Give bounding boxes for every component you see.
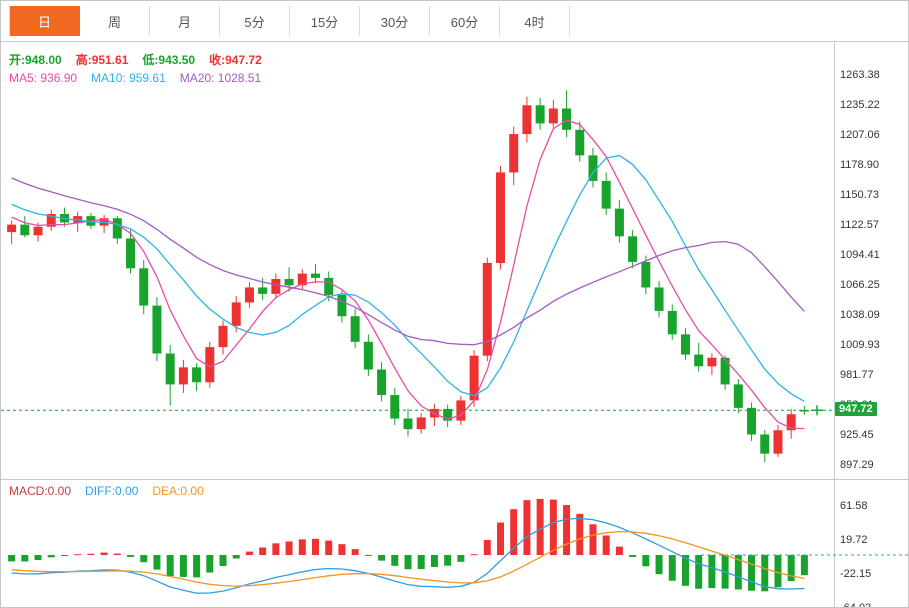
current-price-line <box>1 405 834 416</box>
svg-text:61.58: 61.58 <box>840 500 868 512</box>
timeframe-tabbar: 日 周 月 5分 15分 30分 60分 4时 <box>1 1 908 42</box>
current-price-tag: 947.72 <box>835 402 877 417</box>
open-value: 开:948.00 <box>9 53 62 67</box>
tab-15min[interactable]: 15分 <box>290 6 360 36</box>
ma-legend: MA5: 936.90 MA10: 959.61 MA20: 1028.51 <box>9 71 261 85</box>
price-axis-labels: 1263.38 1235.22 1207.06 1178.90 1150.73 1122.… <box>840 69 880 471</box>
ma5-value: MA5: 936.90 <box>9 71 78 85</box>
ohlc-legend: 开:948.00 高:951.61 低:943.50 收:947.72 <box>9 51 262 68</box>
svg-text:1207.06: 1207.06 <box>840 129 880 141</box>
svg-text:981.77: 981.77 <box>840 369 874 381</box>
macd-legend: MACD:0.00 DIFF:0.00 DEA:0.00 <box>9 484 204 498</box>
candles-layer <box>7 90 809 463</box>
ma10-line <box>11 154 805 402</box>
svg-text:1178.90: 1178.90 <box>840 159 879 171</box>
high-value: 高:951.61 <box>75 53 129 67</box>
svg-text:1094.41: 1094.41 <box>840 249 880 261</box>
low-value: 低:943.50 <box>142 53 196 67</box>
diff-value: DIFF:0.00 <box>85 484 139 498</box>
macd-histogram <box>8 498 808 592</box>
svg-text:19.72: 19.72 <box>840 534 868 546</box>
ma10-value: MA10: 959.61 <box>91 71 166 85</box>
svg-text:-64.02: -64.02 <box>840 602 871 608</box>
tab-60min[interactable]: 60分 <box>430 6 500 36</box>
tab-30min[interactable]: 30分 <box>360 6 430 36</box>
svg-text:1038.09: 1038.09 <box>840 309 880 321</box>
macd-axis-labels: 61.58 19.72 -22.15 -64.02 <box>840 500 871 608</box>
close-value: 收:947.72 <box>209 53 262 67</box>
tab-4hour[interactable]: 4时 <box>500 6 570 36</box>
tab-5min[interactable]: 5分 <box>220 6 290 36</box>
panel-borders <box>1 41 908 607</box>
svg-text:1235.22: 1235.22 <box>840 99 880 111</box>
svg-text:1009.93: 1009.93 <box>840 339 880 351</box>
svg-text:-22.15: -22.15 <box>840 568 871 580</box>
tab-month[interactable]: 月 <box>150 6 220 36</box>
diff-line <box>11 517 908 594</box>
ma5-line <box>11 119 805 430</box>
tab-day[interactable]: 日 <box>9 6 80 36</box>
macd-value: MACD:0.00 <box>9 484 72 498</box>
svg-text:897.29: 897.29 <box>840 459 874 471</box>
ma20-value: MA20: 1028.51 <box>179 71 262 85</box>
ma20-line <box>11 177 805 346</box>
svg-text:1066.25: 1066.25 <box>840 279 880 291</box>
tab-week[interactable]: 周 <box>80 6 150 36</box>
svg-text:925.45: 925.45 <box>840 429 874 441</box>
svg-text:1122.57: 1122.57 <box>840 219 879 231</box>
svg-text:1263.38: 1263.38 <box>840 69 880 81</box>
svg-text:1150.73: 1150.73 <box>840 189 879 201</box>
dea-line <box>11 530 805 587</box>
dea-value: DEA:0.00 <box>152 484 204 498</box>
